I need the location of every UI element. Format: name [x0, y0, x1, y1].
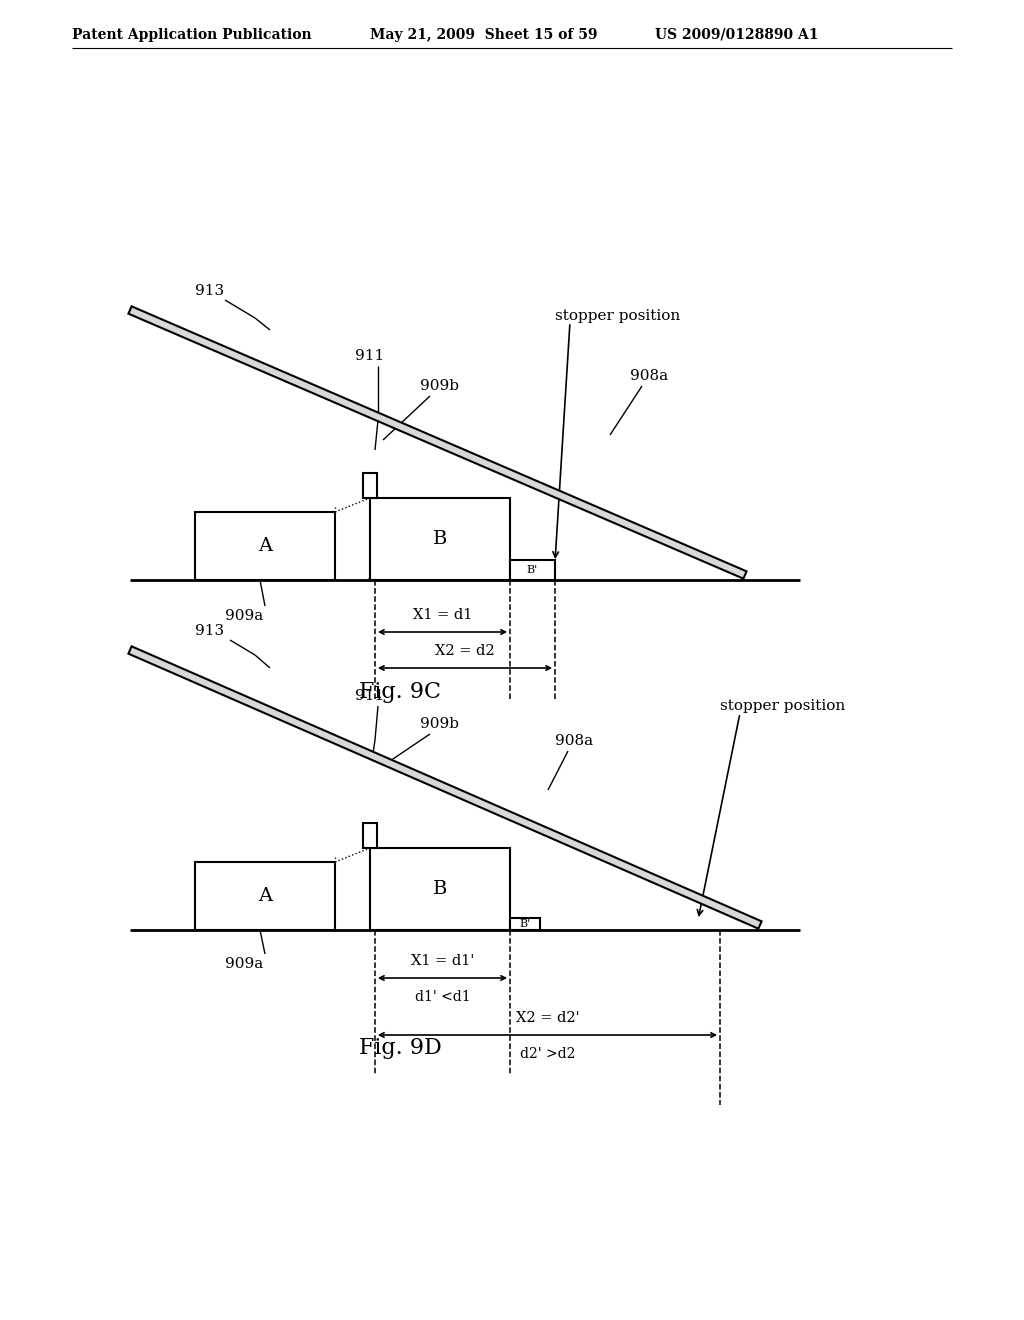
Polygon shape [128, 647, 762, 929]
Bar [510, 560, 555, 579]
Bar [370, 847, 510, 931]
Text: X1 = d1: X1 = d1 [413, 609, 472, 622]
Text: 908a: 908a [555, 734, 593, 748]
Bar [362, 473, 377, 498]
Text: A: A [258, 537, 272, 554]
Text: B: B [433, 531, 447, 548]
Text: 913: 913 [195, 624, 224, 638]
Text: A: A [258, 887, 272, 906]
Text: X2 = d2: X2 = d2 [435, 644, 495, 657]
Bar [510, 917, 540, 931]
Text: 911: 911 [355, 689, 385, 704]
Bar [195, 512, 335, 579]
Text: US 2009/0128890 A1: US 2009/0128890 A1 [655, 28, 818, 42]
Text: 909b: 909b [420, 717, 459, 731]
Text: Patent Application Publication: Patent Application Publication [72, 28, 311, 42]
Text: B: B [433, 880, 447, 898]
Text: d2' >d2: d2' >d2 [520, 1047, 575, 1061]
Text: 909a: 909a [225, 957, 263, 972]
Text: stopper position: stopper position [720, 700, 845, 713]
Bar [370, 498, 510, 579]
Bar [195, 862, 335, 931]
Text: d1' <d1: d1' <d1 [415, 990, 470, 1005]
Bar [362, 822, 377, 847]
Text: 911: 911 [355, 348, 385, 363]
Text: May 21, 2009  Sheet 15 of 59: May 21, 2009 Sheet 15 of 59 [370, 28, 597, 42]
Text: 913: 913 [195, 284, 224, 298]
Text: X2 = d2': X2 = d2' [516, 1011, 580, 1026]
Text: 909a: 909a [225, 609, 263, 623]
Text: X1 = d1': X1 = d1' [411, 954, 474, 968]
Polygon shape [128, 306, 746, 578]
Text: stopper position: stopper position [555, 309, 680, 323]
Text: Fig. 9D: Fig. 9D [358, 1038, 441, 1059]
Text: 909b: 909b [420, 379, 459, 393]
Text: B': B' [527, 565, 539, 576]
Text: 908a: 908a [630, 370, 668, 383]
Text: B': B' [519, 919, 530, 929]
Text: Fig. 9C: Fig. 9C [359, 681, 441, 704]
